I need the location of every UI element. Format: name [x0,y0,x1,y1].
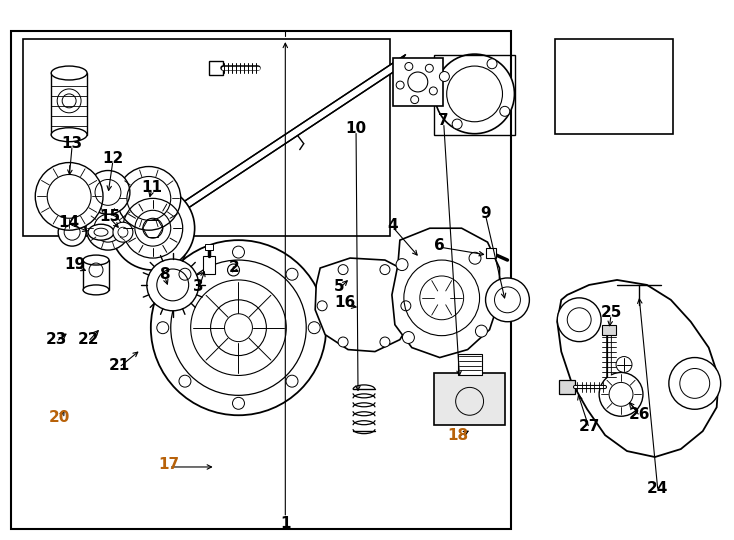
Bar [23,39,390,236]
Polygon shape [557,280,719,457]
Circle shape [599,373,643,416]
Bar [458,354,482,375]
Circle shape [425,64,433,72]
Bar [203,256,214,274]
Text: 8: 8 [159,267,170,282]
Text: 9: 9 [480,206,491,221]
Text: 14: 14 [59,215,80,230]
Circle shape [86,206,130,250]
Ellipse shape [88,224,114,240]
Bar [559,380,575,394]
Circle shape [476,325,487,337]
Bar [556,39,673,134]
Text: 23: 23 [46,332,67,347]
Circle shape [150,240,326,415]
Text: 24: 24 [647,481,669,496]
Text: 27: 27 [578,418,600,434]
Circle shape [380,337,390,347]
Bar [434,374,506,425]
Circle shape [487,59,497,69]
Text: 22: 22 [77,332,99,347]
Circle shape [396,259,408,271]
Circle shape [429,87,437,95]
Circle shape [147,259,199,311]
Circle shape [396,81,404,89]
Circle shape [411,96,418,104]
Ellipse shape [51,128,87,141]
Bar [51,73,87,134]
Circle shape [179,268,191,280]
Circle shape [469,252,481,264]
Circle shape [402,332,415,343]
Text: 17: 17 [159,457,179,472]
Text: 5: 5 [334,279,344,294]
Circle shape [401,301,411,311]
Circle shape [669,357,721,409]
Bar [83,260,109,290]
Circle shape [405,63,413,70]
Bar [393,58,443,106]
Circle shape [179,375,191,387]
Text: 25: 25 [600,305,622,320]
Text: 19: 19 [65,256,86,272]
Text: 10: 10 [346,122,366,136]
Circle shape [233,397,244,409]
Circle shape [452,119,462,129]
Ellipse shape [83,255,109,265]
Text: 21: 21 [109,358,130,373]
Polygon shape [392,228,500,357]
Circle shape [157,322,169,334]
Bar [602,325,616,335]
Circle shape [113,222,133,242]
Circle shape [486,278,529,322]
Circle shape [286,375,298,387]
Bar [205,244,213,250]
Text: 4: 4 [388,218,399,233]
Bar [434,55,515,134]
Text: 2: 2 [229,260,240,274]
Circle shape [435,54,515,134]
Circle shape [111,186,195,270]
Circle shape [380,265,390,275]
Circle shape [233,246,244,258]
Circle shape [308,322,320,334]
Text: 6: 6 [435,238,445,253]
Text: 11: 11 [142,180,162,195]
Circle shape [557,298,601,342]
Circle shape [440,71,449,82]
Circle shape [86,171,130,214]
Text: 3: 3 [193,279,204,294]
Circle shape [228,264,239,276]
Text: 12: 12 [102,151,123,166]
Polygon shape [160,55,405,227]
Text: 15: 15 [99,209,120,224]
Text: 13: 13 [62,136,83,151]
Bar [208,61,222,75]
Circle shape [500,106,510,116]
Bar [11,31,512,529]
Text: 1: 1 [280,516,291,531]
Circle shape [338,265,348,275]
Circle shape [408,72,428,92]
Circle shape [35,163,103,230]
Polygon shape [315,258,415,352]
Text: 26: 26 [629,407,651,422]
Circle shape [338,337,348,347]
Text: 7: 7 [438,113,449,129]
Circle shape [117,166,181,230]
Circle shape [317,301,327,311]
Ellipse shape [83,285,109,295]
Circle shape [58,218,86,246]
Text: 20: 20 [48,410,70,425]
Bar [486,248,495,258]
Text: 18: 18 [447,428,468,443]
Text: 16: 16 [335,295,356,310]
Ellipse shape [51,66,87,80]
Circle shape [286,268,298,280]
